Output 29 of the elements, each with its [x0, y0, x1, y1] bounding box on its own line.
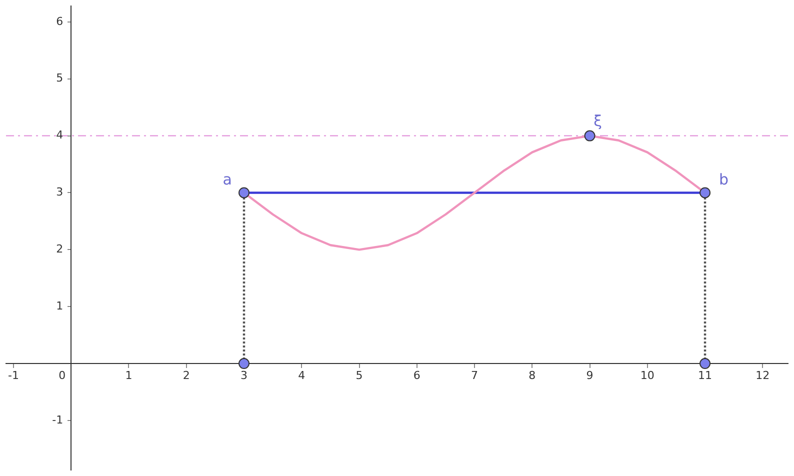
- x-tick-label: 4: [298, 368, 306, 382]
- annotation: ξ: [594, 112, 602, 130]
- x-tick-label: 11: [698, 368, 712, 382]
- y-tick-label: 5: [56, 72, 64, 85]
- annotation: b: [719, 170, 729, 189]
- point: [700, 187, 711, 198]
- x-tick-label: -1: [8, 368, 19, 382]
- x-tick-label: 7: [471, 368, 478, 382]
- x-tick-label: 0: [58, 368, 66, 382]
- point: [238, 358, 250, 370]
- x-tick-label: 1: [125, 368, 132, 382]
- point: [700, 358, 711, 370]
- x-tick-label: 10: [640, 368, 654, 382]
- y-tick-label: 1: [56, 299, 64, 312]
- x-tick-label: 6: [413, 368, 420, 382]
- x-tick-label: 5: [356, 368, 363, 382]
- y-tick-label: -1: [52, 413, 64, 426]
- x-tick-label: 12: [756, 368, 770, 382]
- x-tick-label: 8: [528, 368, 536, 382]
- y-tick-label: 6: [56, 14, 64, 28]
- point: [238, 187, 250, 198]
- x-tick-label: 9: [586, 368, 594, 382]
- x-tick-label: 2: [182, 368, 190, 382]
- y-tick-label: 4: [56, 128, 64, 142]
- x-tick-label: 3: [240, 368, 248, 382]
- y-tick-label: 3: [56, 186, 64, 199]
- y-tick-label: 2: [56, 242, 64, 256]
- point: [584, 130, 596, 142]
- annotation: a: [222, 170, 232, 189]
